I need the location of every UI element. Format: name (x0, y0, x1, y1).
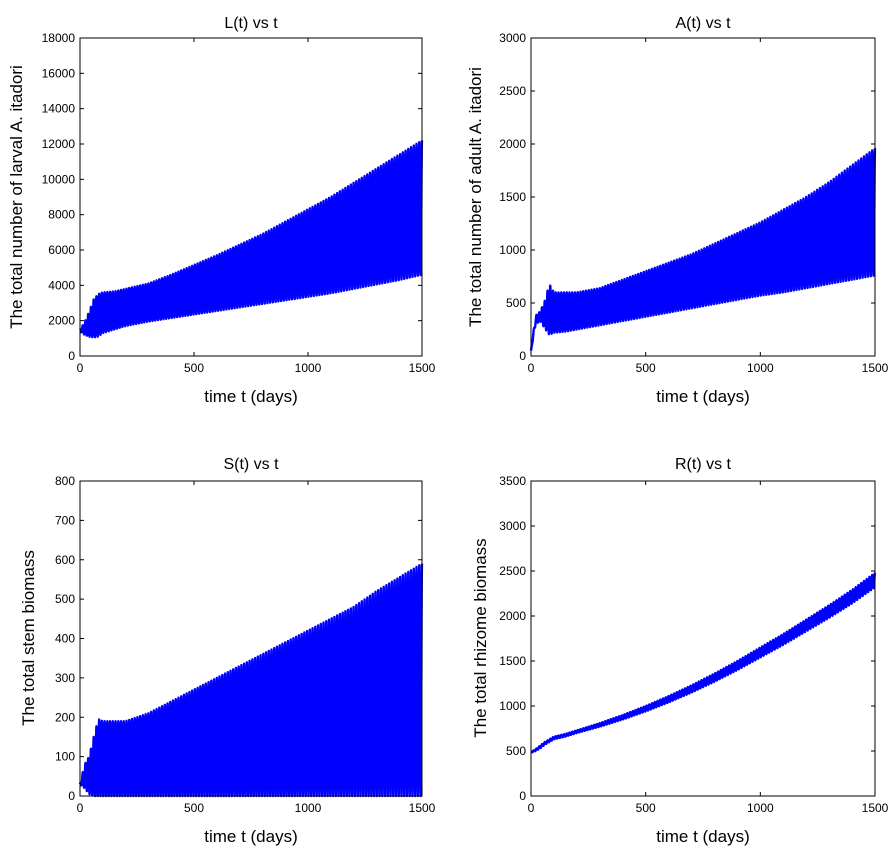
tick-group: 0 500 1000 1500 0 2000 4000 6000 8000 10000 12000 1… (42, 31, 436, 375)
plot-frame (530, 480, 876, 797)
y-tick-label: 200 (55, 710, 75, 724)
y-tick-label: 0 (519, 789, 526, 803)
series-group (78, 563, 424, 798)
chart-title: A(t) vs t (675, 15, 731, 32)
x-tick-label: 0 (77, 801, 84, 815)
y-axis-label: The total number of larval A. itadori (7, 65, 26, 329)
y-tick-label: 0 (68, 789, 75, 803)
y-axis-label: The total number of adult A. itadori (466, 67, 485, 327)
x-axis-label: time t (days) (656, 827, 750, 846)
y-tick-label: 18000 (42, 31, 76, 45)
panel-adult: A(t) vs t time t (days) The total number… (466, 15, 889, 406)
x-tick-label: 1000 (295, 361, 322, 375)
x-tick-label: 0 (528, 361, 535, 375)
plot-frame (530, 37, 876, 357)
x-tick-label: 1500 (409, 361, 436, 375)
x-tick-label: 500 (184, 361, 204, 375)
y-tick-label: 14000 (42, 102, 76, 116)
y-axis-label: The total stem biomass (19, 550, 38, 726)
x-axis-label: time t (days) (656, 387, 750, 406)
y-tick-label: 0 (519, 349, 526, 363)
y-tick-label: 16000 (42, 66, 76, 80)
chart-title: L(t) vs t (224, 15, 278, 32)
y-tick-label: 400 (55, 632, 75, 646)
y-tick-label: 2000 (499, 609, 526, 623)
y-tick-label: 1000 (499, 699, 526, 713)
panel-stem: S(t) vs t time t (days) The total stem b… (19, 456, 436, 846)
y-tick-label: 300 (55, 671, 75, 685)
x-tick-label: 0 (77, 361, 84, 375)
chart-title: R(t) vs t (675, 456, 732, 473)
panel-larval: L(t) vs t time t (days) The total number… (7, 15, 436, 406)
x-axis-label: time t (days) (204, 827, 298, 846)
y-axis-label: The total rhizome biomass (471, 538, 490, 737)
y-tick-label: 500 (506, 296, 526, 310)
y-tick-label: 2500 (499, 84, 526, 98)
x-tick-label: 500 (636, 801, 656, 815)
y-tick-label: 500 (506, 744, 526, 758)
y-tick-label: 0 (68, 349, 75, 363)
y-tick-label: 3000 (499, 519, 526, 533)
plot-frame (79, 37, 423, 357)
x-tick-label: 1000 (747, 801, 774, 815)
y-tick-label: 12000 (42, 137, 76, 151)
y-tick-label: 500 (55, 592, 75, 606)
tick-group: 0 500 1000 1500 0 500 1000 1500 2000 2500 3000 (499, 31, 888, 375)
chart-title: S(t) vs t (223, 456, 279, 473)
y-tick-label: 100 (55, 750, 75, 764)
series-line (529, 571, 877, 754)
y-tick-label: 2500 (499, 564, 526, 578)
series-group (529, 571, 877, 754)
x-tick-label: 1500 (862, 361, 889, 375)
y-tick-label: 700 (55, 513, 75, 527)
panel-rhizome: R(t) vs t time t (days) The total rhizom… (471, 456, 889, 846)
y-tick-label: 1000 (499, 243, 526, 257)
series-line (78, 563, 424, 798)
series-line (78, 140, 424, 339)
x-tick-label: 1000 (747, 361, 774, 375)
y-tick-label: 10000 (42, 172, 76, 186)
x-tick-label: 1500 (409, 801, 436, 815)
series-line (529, 148, 877, 352)
x-axis-label: time t (days) (204, 387, 298, 406)
x-tick-label: 1000 (295, 801, 322, 815)
y-tick-label: 6000 (48, 243, 75, 257)
x-tick-label: 1500 (862, 801, 889, 815)
y-tick-label: 8000 (48, 208, 75, 222)
y-tick-label: 3000 (499, 31, 526, 45)
series-group (529, 148, 877, 352)
y-tick-label: 1500 (499, 654, 526, 668)
series-group (78, 140, 424, 339)
y-tick-label: 2000 (499, 137, 526, 151)
x-tick-label: 500 (184, 801, 204, 815)
tick-group: 0 500 1000 1500 0 100 200 300 400 500 600 700 800 (55, 474, 436, 815)
x-tick-label: 500 (636, 361, 656, 375)
y-tick-label: 4000 (48, 278, 75, 292)
y-tick-label: 600 (55, 553, 75, 567)
tick-group: 0 500 1000 1500 0 500 1000 1500 2000 2500 3000 3500 (499, 474, 888, 815)
plot-frame (79, 480, 423, 797)
y-tick-label: 3500 (499, 474, 526, 488)
x-tick-label: 0 (528, 801, 535, 815)
y-tick-label: 2000 (48, 314, 75, 328)
y-tick-label: 800 (55, 474, 75, 488)
y-tick-label: 1500 (499, 190, 526, 204)
